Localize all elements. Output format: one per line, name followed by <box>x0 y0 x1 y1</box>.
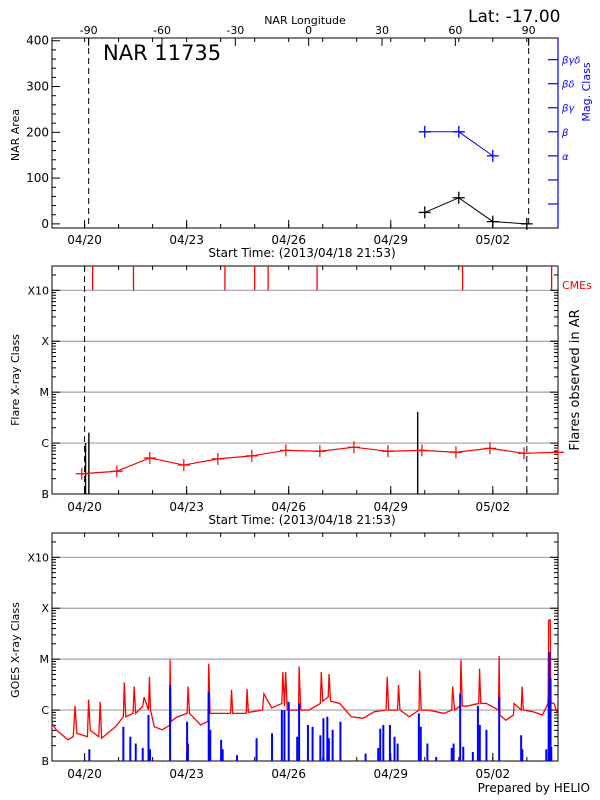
x-tick-label: 05/02 <box>476 500 511 514</box>
x-tick-label: 05/02 <box>476 767 511 781</box>
plot-frame <box>51 532 559 762</box>
mag-class-point <box>418 125 431 138</box>
nar-area-line <box>424 197 527 225</box>
nar-area-point <box>418 206 431 219</box>
panel1-xlabel: Start Time: (2013/04/18 21:53) <box>208 246 395 260</box>
flare-class-point <box>75 467 88 480</box>
flare-class-point <box>110 465 123 478</box>
flare-class-point <box>381 445 394 458</box>
y-tick-label: 300 <box>26 80 49 94</box>
y-tick-label: 0 <box>41 217 49 231</box>
flare-class-point <box>279 444 292 457</box>
mag-class-tick-label: α <box>562 152 569 163</box>
x-tick-label: 04/20 <box>67 767 102 781</box>
latitude-label: Lat: -17.00 <box>468 7 561 27</box>
x-tick-label: 04/23 <box>169 767 204 781</box>
x-tick-label: 04/26 <box>271 767 306 781</box>
nar-area-point <box>520 217 533 230</box>
mag-class-tick-label: β <box>561 128 569 139</box>
chart-marks: 04/20 04/23 04/26 04/29 05/020100200300400-9… <box>26 24 580 781</box>
top-x-tick-label: -60 <box>153 24 171 37</box>
panel1-top-xlabel: NAR Longitude <box>264 14 346 27</box>
x-tick-label: 04/20 <box>67 500 102 514</box>
flare-class-point <box>449 446 462 459</box>
plot-frame <box>51 265 559 495</box>
y-tick-label: B <box>41 755 49 768</box>
panel3-ylabel: GOES X-ray Class <box>9 602 22 698</box>
nar-area-point <box>452 191 465 204</box>
flare-class-point <box>415 444 428 457</box>
x-tick-label: 04/23 <box>169 500 204 514</box>
x-tick-label: 04/29 <box>373 233 408 247</box>
panel2-y2label: Flares observed in AR <box>568 309 583 450</box>
flare-class-point <box>347 441 360 454</box>
panel1-y2label: Mag. Class <box>580 62 593 121</box>
y-tick-label: X10 <box>27 284 49 297</box>
x-tick-label: 04/29 <box>373 767 408 781</box>
flare-class-point <box>211 452 224 465</box>
top-x-tick-label: 30 <box>375 24 389 37</box>
y-tick-label: C <box>41 704 49 717</box>
x-tick-label: 04/20 <box>67 233 102 247</box>
x-tick-label: 05/02 <box>476 233 511 247</box>
mag-class-tick-label: βδ <box>561 80 575 91</box>
top-x-tick-label: 0 <box>305 24 312 37</box>
top-x-tick-label: 60 <box>448 24 462 37</box>
x-tick-label: 04/26 <box>271 233 306 247</box>
flare-class-point <box>552 446 564 459</box>
panel1-ylabel: NAR Area <box>9 109 22 161</box>
y-tick-label: B <box>41 488 49 501</box>
x-tick-label: 04/29 <box>373 500 408 514</box>
y-tick-label: 100 <box>26 171 49 185</box>
flare-class-point <box>313 445 326 458</box>
y-tick-label: 400 <box>26 34 49 48</box>
cme-label: CMEs <box>562 279 592 292</box>
nar-area-point <box>486 215 499 228</box>
mag-class-tick-label: βγδ <box>561 56 580 67</box>
mag-class-point <box>486 149 499 162</box>
plot-frame <box>51 37 559 229</box>
panel2-xlabel: Start Time: (2013/04/18 21:53) <box>208 513 395 527</box>
flare-class-point <box>245 449 258 462</box>
top-x-tick-label: -90 <box>80 24 98 37</box>
y-tick-label: X <box>41 335 49 348</box>
y-tick-label: M <box>40 386 50 399</box>
y-tick-label: C <box>41 437 49 450</box>
x-tick-label: 04/26 <box>271 500 306 514</box>
flare-class-point <box>517 447 530 460</box>
mag-class-point <box>452 125 465 138</box>
y-tick-label: X10 <box>27 551 49 564</box>
x-tick-label: 04/23 <box>169 233 204 247</box>
flare-class-point <box>143 451 156 464</box>
y-tick-label: M <box>40 653 50 666</box>
footer-credit: Prepared by HELIO <box>478 781 590 795</box>
flare-class-point <box>483 442 496 455</box>
y-tick-label: X <box>41 602 49 615</box>
panel2-ylabel: Flare X-ray Class <box>9 334 22 426</box>
y-tick-label: 200 <box>26 125 49 139</box>
mag-class-tick-label: βγ <box>561 104 575 115</box>
top-x-tick-label: 90 <box>522 24 536 37</box>
top-x-tick-label: -30 <box>226 24 244 37</box>
flare-class-point <box>177 459 190 472</box>
goes-flux-line <box>51 619 559 741</box>
